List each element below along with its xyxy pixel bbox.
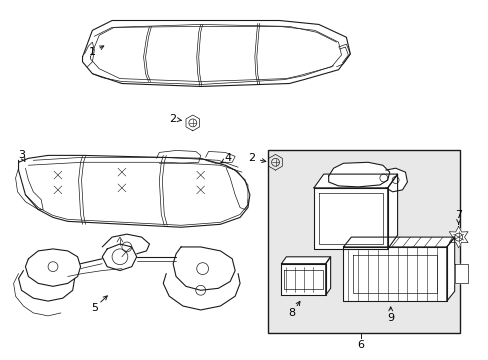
Bar (267, 150, 459, 333)
Text: 6: 6 (357, 341, 364, 350)
Polygon shape (102, 234, 149, 254)
Polygon shape (385, 168, 407, 192)
Text: 8: 8 (288, 308, 295, 318)
Text: 5: 5 (91, 303, 98, 313)
Polygon shape (102, 244, 137, 271)
Text: 7: 7 (454, 211, 461, 220)
Polygon shape (82, 21, 349, 86)
Text: 9: 9 (386, 313, 393, 323)
Text: 4: 4 (224, 153, 231, 163)
Polygon shape (448, 226, 467, 248)
Polygon shape (173, 247, 235, 290)
Text: 1: 1 (89, 47, 96, 57)
Polygon shape (343, 247, 446, 301)
Polygon shape (328, 162, 389, 187)
Polygon shape (313, 174, 397, 188)
Polygon shape (163, 274, 240, 310)
Text: 2: 2 (169, 114, 176, 124)
Polygon shape (156, 150, 200, 163)
Polygon shape (205, 152, 235, 163)
Polygon shape (325, 257, 330, 295)
Polygon shape (25, 249, 81, 286)
Text: 2: 2 (248, 153, 255, 163)
Polygon shape (281, 264, 325, 295)
Polygon shape (268, 154, 282, 170)
Polygon shape (313, 188, 387, 249)
Text: 3: 3 (18, 150, 25, 161)
Polygon shape (387, 174, 397, 249)
Polygon shape (185, 115, 199, 131)
Polygon shape (454, 264, 468, 283)
Polygon shape (19, 156, 249, 227)
Polygon shape (19, 271, 75, 301)
Polygon shape (281, 257, 330, 264)
Polygon shape (446, 237, 454, 301)
Polygon shape (343, 237, 454, 247)
